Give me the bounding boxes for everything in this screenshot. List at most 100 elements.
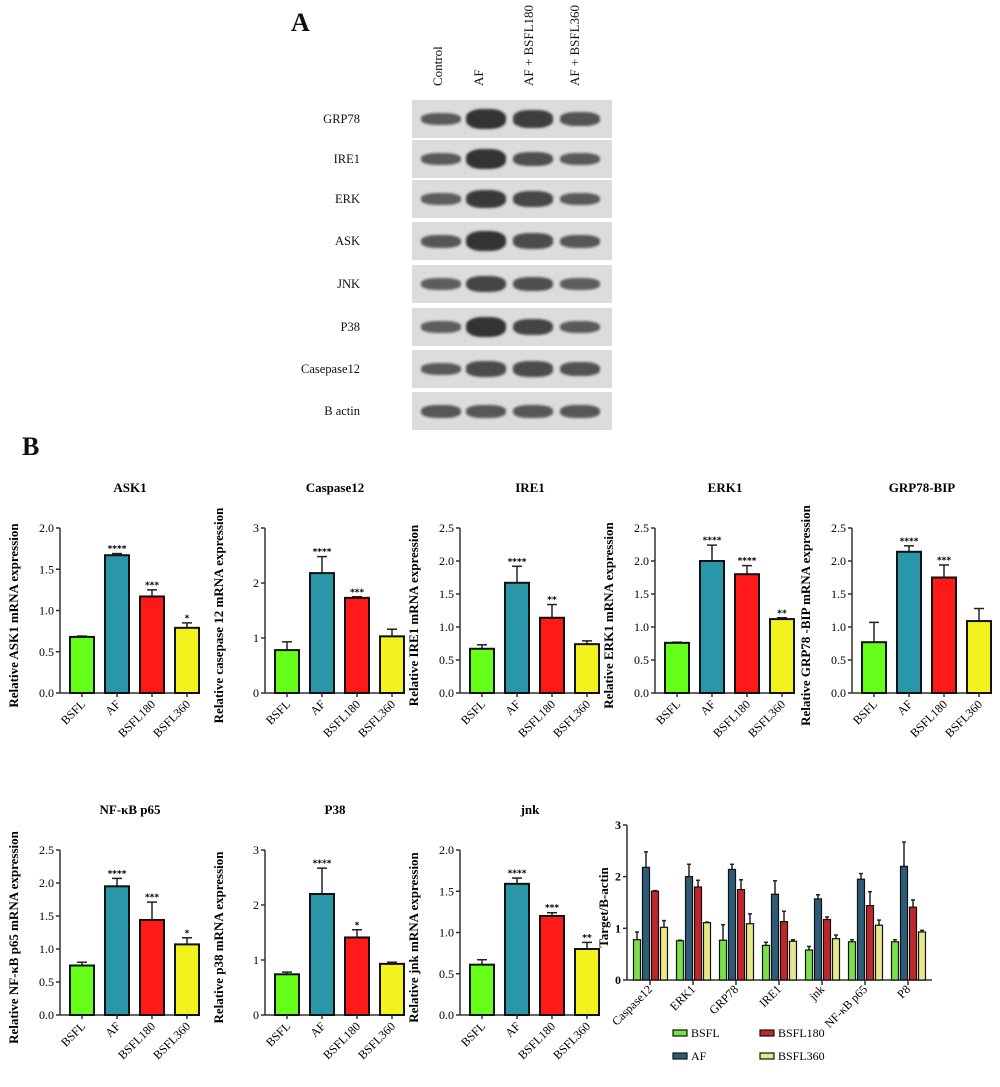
bar	[379, 635, 405, 695]
chart-title: ASK1	[113, 480, 146, 495]
chart-ask1: ASK1 Relative ASK1 mRNA expression 0.0 0.5 1…	[0, 478, 200, 752]
legend-label: AF	[691, 1049, 707, 1063]
blot-band	[513, 110, 553, 128]
bar	[504, 581, 530, 694]
bar	[861, 641, 887, 694]
panel-label-b: B	[22, 432, 40, 461]
x-tick-label: AF	[307, 1019, 328, 1040]
y-tick-label: 0.5	[831, 653, 846, 667]
chart-grp78-bip: GRP78-BIP Relative GRP78 -BIP mRNA expres…	[792, 478, 997, 752]
x-tick-label: BSFL360	[355, 697, 398, 740]
bar	[139, 595, 165, 694]
bar	[856, 878, 866, 981]
chart-title: P38	[325, 802, 346, 817]
y-tick-label: 1.5	[439, 884, 454, 898]
blot-band	[421, 112, 461, 126]
blot-band	[421, 321, 461, 333]
bar	[139, 918, 165, 1016]
blot-protein-label: IRE1	[333, 152, 360, 166]
lane-label: Control	[430, 46, 445, 86]
y-tick-label: 2	[253, 898, 259, 912]
bar	[684, 876, 694, 981]
x-tick-label: BSFL	[850, 697, 880, 727]
x-tick-label: AF	[697, 697, 718, 718]
bar	[659, 926, 669, 981]
bar	[469, 647, 495, 694]
significance-marker: ****	[108, 869, 127, 879]
blot-protein-label: Casepase12	[300, 362, 360, 376]
bar	[874, 924, 884, 981]
bar	[539, 915, 565, 1016]
x-tick-label: AF	[102, 1019, 123, 1040]
bar	[966, 620, 992, 694]
bar	[813, 898, 823, 981]
chart-caspase12: Caspase12 Relative casepase 12 mRNA expre…	[205, 478, 405, 752]
y-tick-label: 0.0	[439, 1008, 454, 1022]
y-axis-label: Relative jnk mRNA expression	[406, 851, 421, 1022]
y-axis-label: Relative GRP78 -BIP mRNA expression	[798, 504, 813, 726]
blot-protein-label: ERK	[335, 192, 360, 206]
blot-band	[560, 192, 600, 206]
y-tick-label: 1.0	[439, 926, 454, 940]
bar	[761, 944, 771, 981]
chart-nfkb-p65: NF-κB p65 Relative NF-κB p65 mRNA express…	[0, 800, 200, 1074]
bar	[788, 940, 798, 981]
y-tick-label: 1.5	[39, 562, 54, 576]
y-tick-label: 0.5	[634, 653, 649, 667]
x-tick-label: BSFL180	[320, 697, 363, 740]
significance-marker: ****	[108, 545, 127, 555]
y-axis-label: Target/B-actin	[596, 867, 611, 948]
blot-band	[421, 362, 461, 376]
y-tick-label: 2.5	[831, 521, 846, 535]
x-tick-label: BSFL360	[550, 697, 593, 740]
x-tick-label: BSFL180	[320, 1019, 363, 1062]
y-tick-label: 1.0	[39, 942, 54, 956]
chart-title: jnk	[520, 802, 541, 817]
significance-marker: ****	[508, 869, 527, 879]
chart-title: NF-κB p65	[99, 802, 161, 817]
blot-band	[466, 317, 506, 337]
y-tick-label: 2.0	[439, 843, 454, 857]
blot-band	[421, 404, 461, 418]
x-tick-label: BSFL	[58, 697, 88, 727]
blot-band	[421, 278, 461, 290]
bar	[309, 893, 335, 1016]
lane-label: AF + BSFL360	[567, 4, 582, 86]
legend-label: BSFL180	[778, 1026, 825, 1040]
bar	[469, 963, 495, 1017]
significance-marker: ****	[508, 557, 527, 567]
x-tick-label: BSFL180	[710, 697, 753, 740]
blot-band	[466, 361, 506, 377]
legend-swatch	[759, 1029, 775, 1037]
bar	[908, 906, 918, 981]
bar	[504, 882, 530, 1016]
y-tick-label: 2	[615, 870, 621, 884]
x-tick-label: BSFL	[58, 1019, 88, 1049]
x-tick-label: AF	[502, 697, 523, 718]
bar	[539, 616, 565, 694]
bar	[890, 941, 900, 981]
bar	[344, 596, 370, 694]
significance-marker: ***	[350, 588, 364, 598]
y-tick-label: 1	[615, 921, 621, 935]
bar	[865, 904, 875, 981]
lane-label: AF	[471, 69, 486, 86]
blot-band	[513, 151, 553, 167]
y-tick-label: 2.5	[39, 843, 54, 857]
x-tick-label: P8	[894, 982, 913, 1001]
y-tick-label: 1.5	[39, 909, 54, 923]
chart-p38: P38 Relative p38 mRNA expression 0 1 2 3 BSFL *…	[205, 800, 405, 1074]
bar	[274, 973, 300, 1017]
y-tick-label: 3	[253, 843, 259, 857]
significance-marker: *	[185, 929, 190, 939]
x-tick-label: IRE1	[756, 982, 784, 1010]
y-axis-label: Relative p38 mRNA expression	[211, 851, 226, 1024]
bar	[727, 868, 737, 981]
blot-band	[560, 278, 600, 290]
significance-marker: ****	[703, 536, 722, 546]
blot-band	[513, 318, 553, 336]
y-axis-label: Relative ERK1 mRNA expression	[601, 522, 616, 709]
lane-label: AF + BSFL180	[521, 4, 536, 86]
bar	[693, 886, 703, 981]
x-tick-label: Caspase12	[609, 982, 655, 1028]
